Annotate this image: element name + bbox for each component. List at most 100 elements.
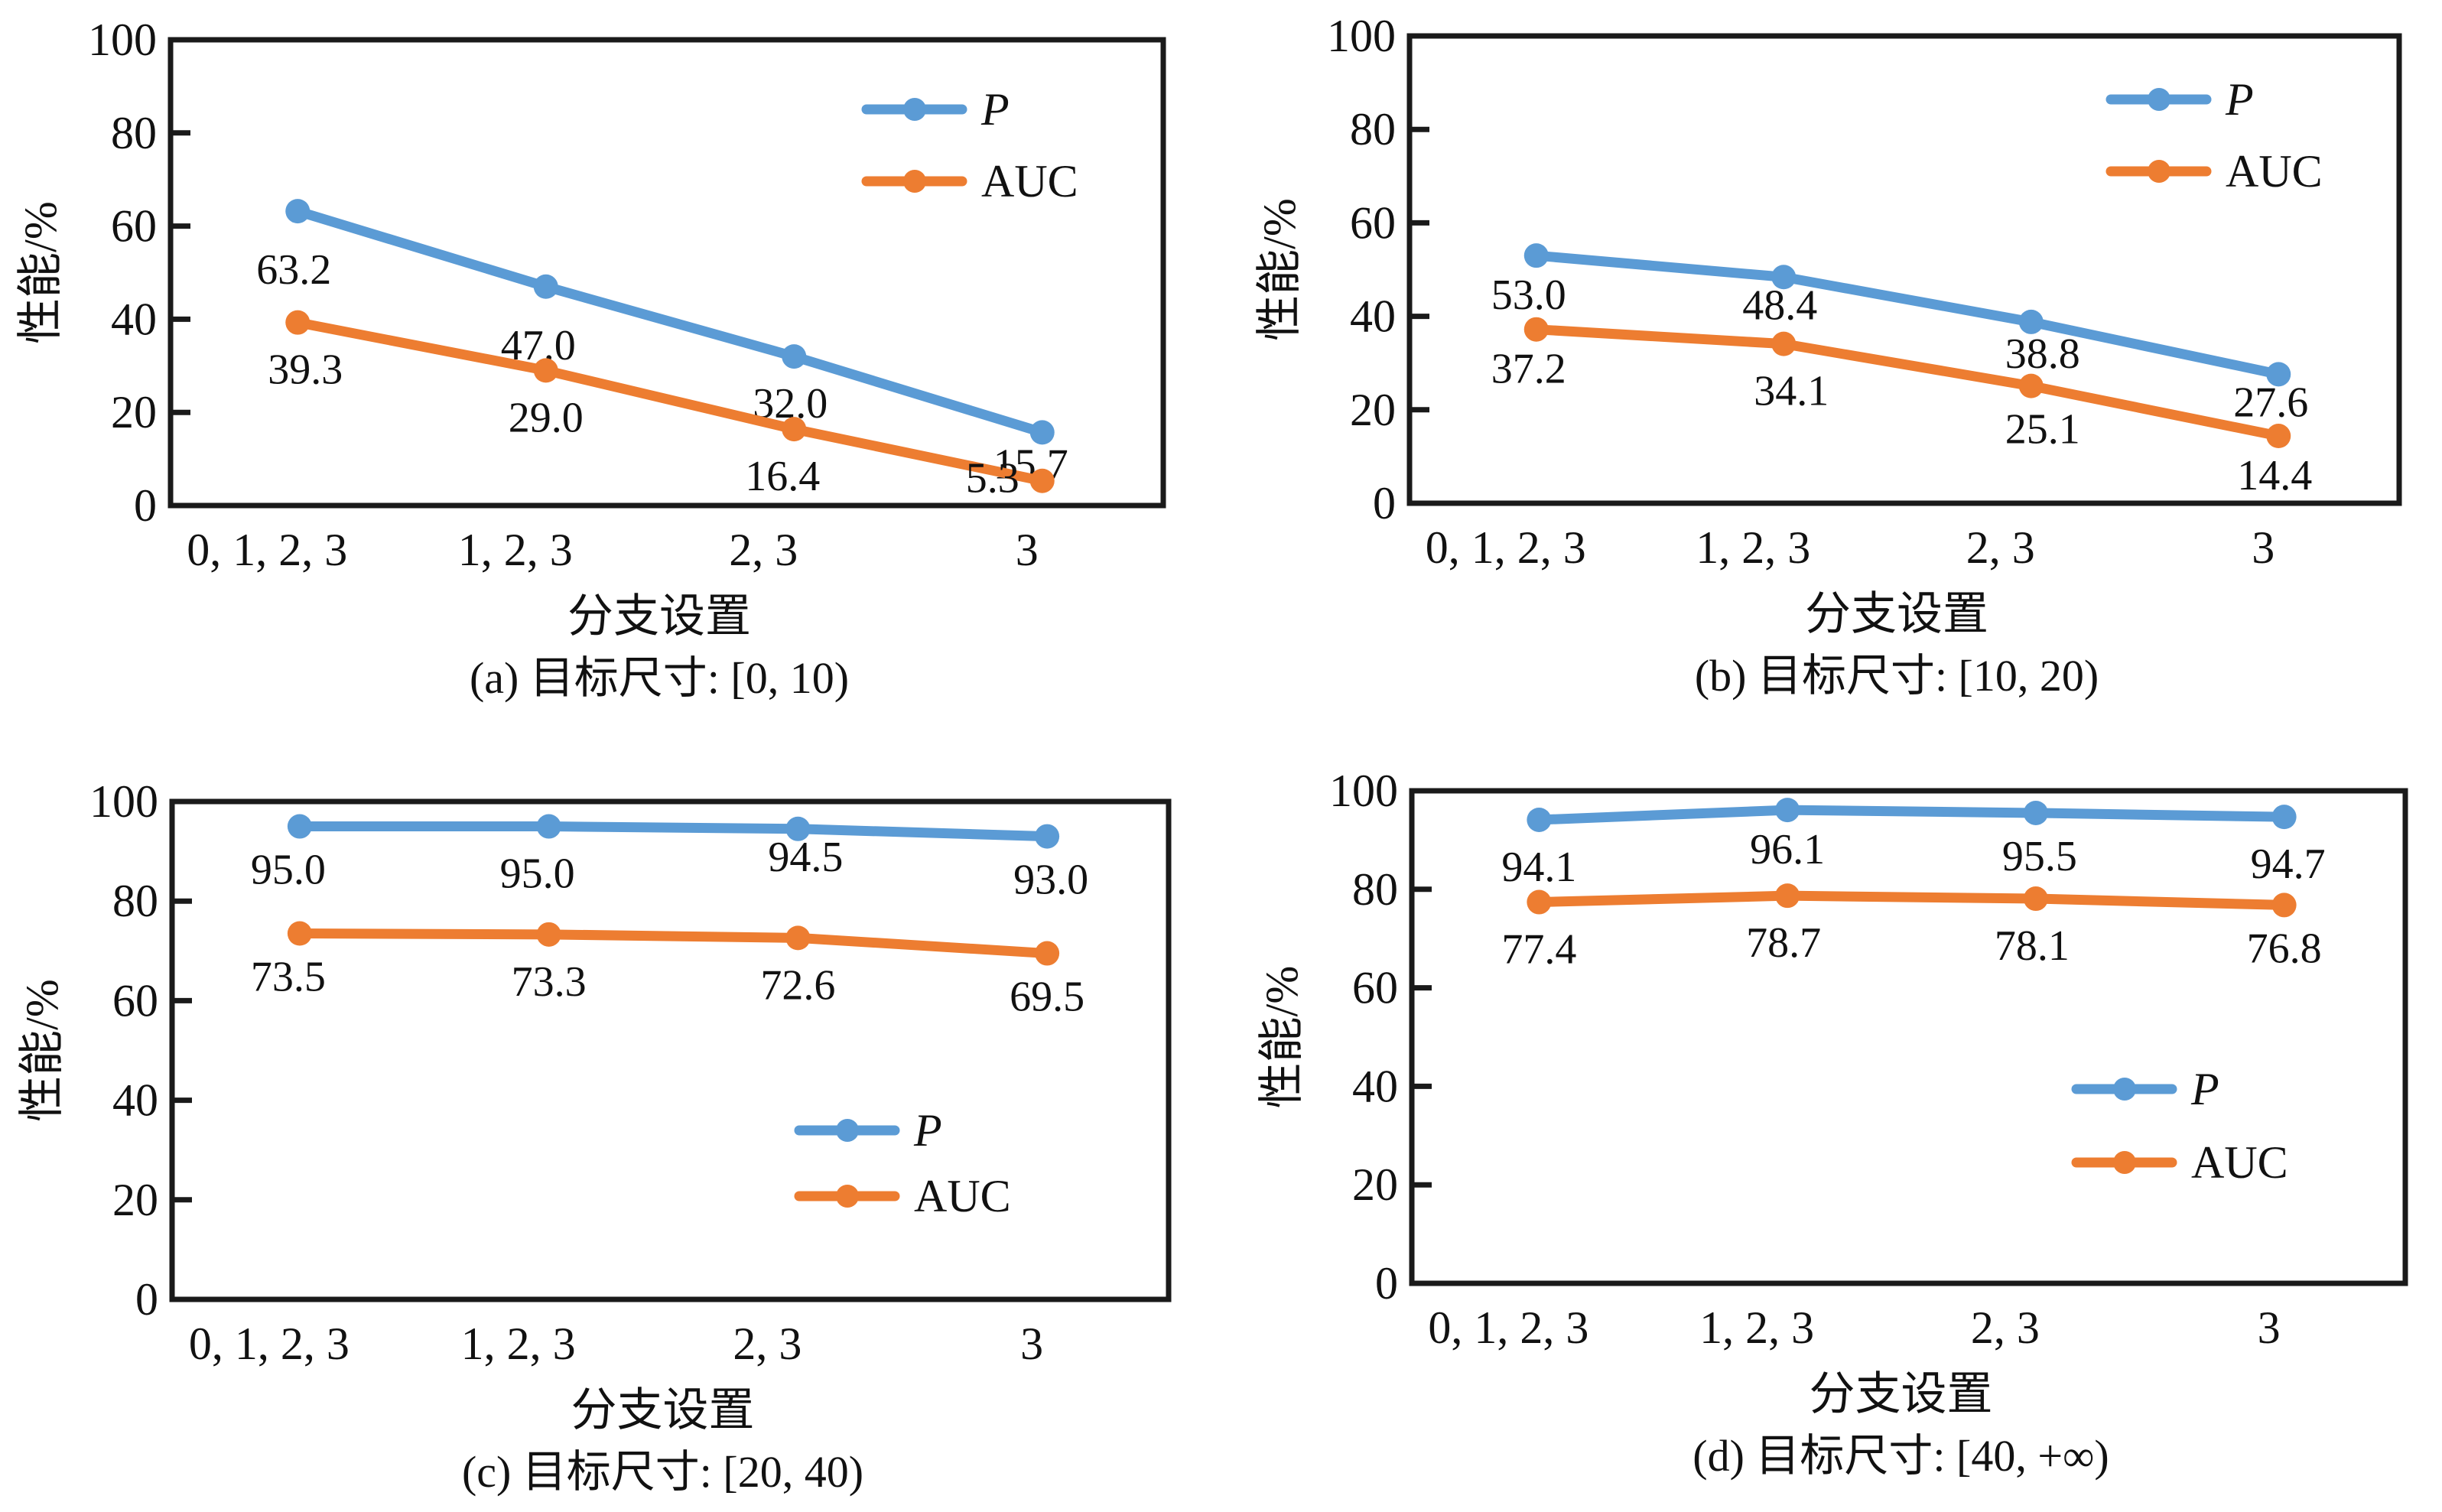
legend-item-auc: AUC bbox=[2105, 146, 2323, 197]
y-tick-label: 100 bbox=[89, 776, 158, 827]
x-tick-label: 1, 2, 3 bbox=[458, 525, 573, 575]
data-label-auc: 29.0 bbox=[509, 394, 584, 441]
x-tick-label: 2, 3 bbox=[733, 1319, 802, 1369]
y-axis-title: 性能/% bbox=[15, 201, 66, 344]
x-axis-title: 分支设置 bbox=[571, 1385, 755, 1436]
y-tick-label: 20 bbox=[111, 387, 157, 437]
legend: P AUC bbox=[2105, 74, 2323, 197]
y-tick-label: 80 bbox=[1352, 864, 1398, 915]
y-tick-label: 0 bbox=[135, 1274, 158, 1325]
y-tick-label: 20 bbox=[112, 1175, 158, 1225]
data-point-auc bbox=[1771, 331, 1797, 356]
series-line-p bbox=[1531, 250, 2284, 379]
legend-item-auc: AUC bbox=[794, 1171, 1011, 1221]
legend-marker-icon bbox=[2148, 88, 2170, 111]
data-point-p bbox=[533, 274, 558, 299]
y-tick-label: 40 bbox=[112, 1075, 158, 1126]
data-label-p: 94.1 bbox=[1501, 844, 1576, 891]
x-axis-title: 分支设置 bbox=[567, 591, 751, 642]
y-tick-label: 0 bbox=[134, 480, 157, 531]
data-point-p bbox=[2023, 800, 2048, 825]
legend: P AUC bbox=[861, 84, 1078, 206]
y-tick-label: 0 bbox=[1375, 1258, 1398, 1309]
panel-caption: (c) 目标尺寸: [20, 40) bbox=[462, 1447, 863, 1497]
legend-label: P bbox=[2225, 74, 2254, 125]
legend-label: AUC bbox=[981, 156, 1078, 206]
data-point-p bbox=[536, 814, 561, 839]
data-label-p: 48.4 bbox=[1742, 281, 1817, 329]
legend-label: P bbox=[2190, 1064, 2219, 1114]
data-point-p bbox=[285, 199, 311, 224]
data-label-auc: 78.7 bbox=[1746, 919, 1821, 967]
y-tick-label: 100 bbox=[88, 15, 157, 65]
x-tick-label: 2, 3 bbox=[1971, 1302, 2040, 1353]
data-label-p: 94.7 bbox=[2251, 841, 2326, 888]
legend-marker-icon bbox=[2113, 1078, 2136, 1101]
x-tick-label: 1, 2, 3 bbox=[1699, 1302, 1814, 1353]
legend-label: P bbox=[980, 84, 1010, 135]
data-label-p: 95.5 bbox=[2002, 833, 2077, 880]
chart-panel-b: 0 20 40 60 80 100 性能/% 0, 1, 2, 3 1, 2, 3 2, 3 3 分支… bbox=[1254, 11, 2402, 701]
series-line-auc bbox=[294, 928, 1052, 959]
y-tick-label: 40 bbox=[1350, 291, 1396, 342]
data-point-auc bbox=[2271, 893, 2297, 918]
data-point-auc bbox=[1035, 941, 1060, 966]
data-label-p: 95.0 bbox=[251, 847, 326, 894]
data-label-p: 53.0 bbox=[1491, 272, 1566, 319]
series-line-auc bbox=[1531, 324, 2284, 441]
data-label-p: 38.8 bbox=[2005, 330, 2080, 378]
data-point-p bbox=[1775, 798, 1800, 823]
data-point-auc bbox=[1029, 468, 1055, 493]
series-line-p bbox=[292, 206, 1048, 437]
panel-caption: (b) 目标尺寸: [10, 20) bbox=[1695, 651, 2099, 701]
legend-marker-icon bbox=[903, 98, 926, 121]
x-tick-label: 0, 1, 2, 3 bbox=[1426, 522, 1586, 573]
data-point-auc bbox=[2023, 886, 2048, 912]
y-tick-label: 20 bbox=[1352, 1159, 1398, 1210]
legend-item-p: P bbox=[861, 84, 1010, 135]
y-tick-label: 60 bbox=[112, 975, 158, 1026]
y-tick-label: 100 bbox=[1327, 11, 1396, 61]
y-tick-label: 60 bbox=[1350, 197, 1396, 248]
x-axis-title: 分支设置 bbox=[1810, 1369, 1993, 1419]
x-tick-label: 2, 3 bbox=[729, 525, 798, 575]
y-tick-label: 80 bbox=[1350, 104, 1396, 154]
y-axis-title: 性能/% bbox=[1257, 966, 1307, 1109]
data-label-auc: 73.5 bbox=[251, 954, 326, 1001]
data-label-auc: 72.6 bbox=[760, 961, 835, 1009]
legend-item-p: P bbox=[2105, 74, 2254, 125]
y-tick-label: 0 bbox=[1373, 478, 1396, 528]
panel-caption: (a) 目标尺寸: [0, 10) bbox=[470, 653, 849, 703]
y-tick-label: 40 bbox=[111, 294, 157, 344]
data-point-p bbox=[1771, 265, 1797, 290]
data-point-p bbox=[1035, 824, 1060, 849]
data-label-p: 95.0 bbox=[500, 850, 575, 898]
legend-marker-icon bbox=[903, 170, 926, 193]
legend-label: AUC bbox=[914, 1171, 1011, 1221]
data-point-auc bbox=[1527, 889, 1552, 915]
legend: P AUC bbox=[794, 1105, 1011, 1221]
x-tick-label: 3 bbox=[1020, 1319, 1043, 1369]
data-point-auc bbox=[782, 417, 807, 442]
x-tick-label: 0, 1, 2, 3 bbox=[187, 525, 347, 575]
data-label-auc: 5.3 bbox=[966, 455, 1019, 502]
data-point-auc bbox=[2266, 424, 2291, 449]
data-label-auc: 76.8 bbox=[2247, 925, 2322, 972]
series-line-auc bbox=[292, 317, 1048, 486]
legend-label: P bbox=[913, 1105, 942, 1156]
chart-panel-d: 0 20 40 60 80 100 性能/% 0, 1, 2, 3 1, 2, 3 2, 3 3 分支… bbox=[1257, 766, 2408, 1481]
data-label-auc: 73.3 bbox=[512, 958, 587, 1006]
x-tick-label: 0, 1, 2, 3 bbox=[1428, 1302, 1588, 1353]
x-tick-label: 3 bbox=[2258, 1302, 2281, 1353]
panel-caption: (d) 目标尺寸: [40, +∞) bbox=[1692, 1431, 2109, 1481]
y-tick-label: 60 bbox=[1352, 963, 1398, 1013]
legend-marker-icon bbox=[836, 1119, 859, 1142]
data-point-p bbox=[287, 814, 312, 839]
legend-marker-icon bbox=[836, 1185, 859, 1208]
x-tick-label: 3 bbox=[2252, 522, 2275, 573]
legend-item-auc: AUC bbox=[2071, 1137, 2288, 1188]
data-label-auc: 25.1 bbox=[2005, 406, 2080, 454]
data-label-auc: 34.1 bbox=[1754, 368, 1829, 415]
data-label-auc: 69.5 bbox=[1010, 974, 1084, 1021]
